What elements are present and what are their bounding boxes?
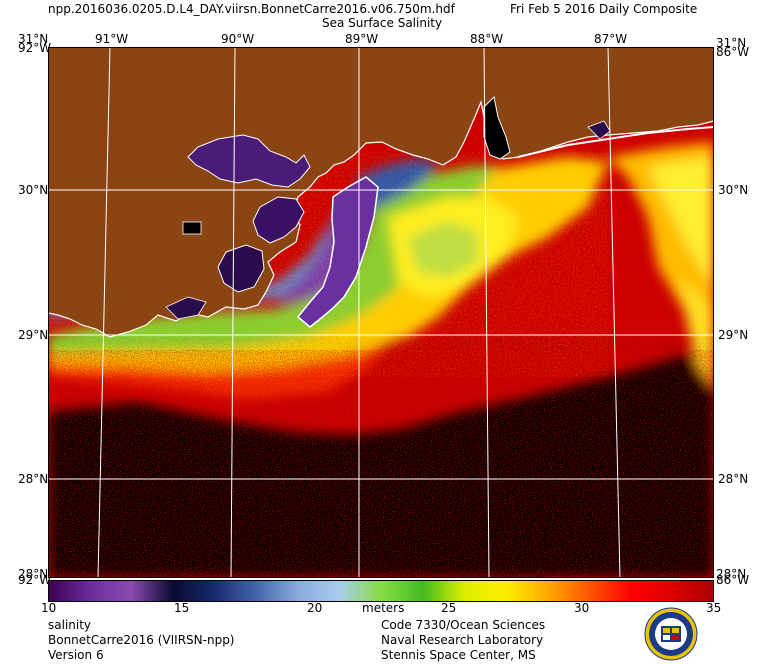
footer-dataset: BonnetCarre2016 (VIIRSN-npp) [48, 633, 235, 647]
nrl-seal-logo [644, 607, 698, 661]
barataria-bay [217, 244, 265, 293]
lon-label-top-89: 89°W [345, 32, 379, 46]
lon-label-bottom-right-edge: 86°W [716, 573, 750, 587]
lat-label-right-28: 28°N [718, 472, 749, 486]
colorbar [48, 580, 714, 602]
mississippi-delta [296, 176, 379, 328]
lon-label-top-88: 88°W [470, 32, 504, 46]
lake-small [182, 221, 202, 235]
lon-label-top-90: 90°W [221, 32, 255, 46]
graticule [48, 47, 714, 578]
lat-label-bottom-left: 28°N [18, 567, 49, 581]
colorbar-tick-35: 35 [706, 601, 722, 615]
lon-label-top-left-edge: 92°W [18, 41, 52, 55]
lat-label-right-30: 30°N [718, 183, 749, 197]
colorbar-unit-label: meters [362, 601, 405, 615]
lon-label-bottom-left-edge: 92°W [18, 573, 52, 587]
marsh-area [252, 196, 305, 244]
product-title: Sea Surface Salinity [322, 16, 443, 30]
lat-label-left-29: 29°N [18, 328, 49, 342]
mobile-bay [483, 95, 511, 160]
footer-location: Stennis Space Center, MS [381, 648, 536, 662]
lat-label-top-right: 31°N [716, 36, 747, 50]
colorbar-gradient [48, 580, 714, 602]
colorbar-tick-10: 10 [41, 601, 57, 615]
footer-variable: salinity [48, 618, 92, 632]
file-name-title: npp.2016036.0205.D.L4_DAY.viirsn.BonnetC… [48, 2, 455, 16]
lon-label-top-right-edge: 86°W [716, 45, 750, 59]
colorbar-tick-30: 30 [574, 601, 590, 615]
land-region [48, 47, 714, 338]
salinity-map [48, 47, 714, 578]
lon-label-top-87: 87°W [594, 32, 628, 46]
colorbar-tick-20: 20 [307, 601, 323, 615]
footer-lab: Naval Research Laboratory [381, 633, 544, 647]
footer-code: Code 7330/Ocean Sciences [381, 618, 546, 632]
lon-label-top-91: 91°W [95, 32, 129, 46]
colorbar-tick-15: 15 [174, 601, 190, 615]
colorbar-tick-25: 25 [441, 601, 457, 615]
footer-version: Version 6 [48, 648, 104, 662]
lat-label-left-30: 30°N [18, 183, 49, 197]
lat-label-right-29: 29°N [718, 328, 749, 342]
composite-date-label: Fri Feb 5 2016 Daily Composite [510, 2, 698, 16]
lake-pontchartrain [187, 134, 311, 188]
lat-label-bottom-right: 28°N [716, 567, 747, 581]
lat-label-top-left: 31°N [18, 32, 49, 46]
lat-label-left-28: 28°N [18, 472, 49, 486]
